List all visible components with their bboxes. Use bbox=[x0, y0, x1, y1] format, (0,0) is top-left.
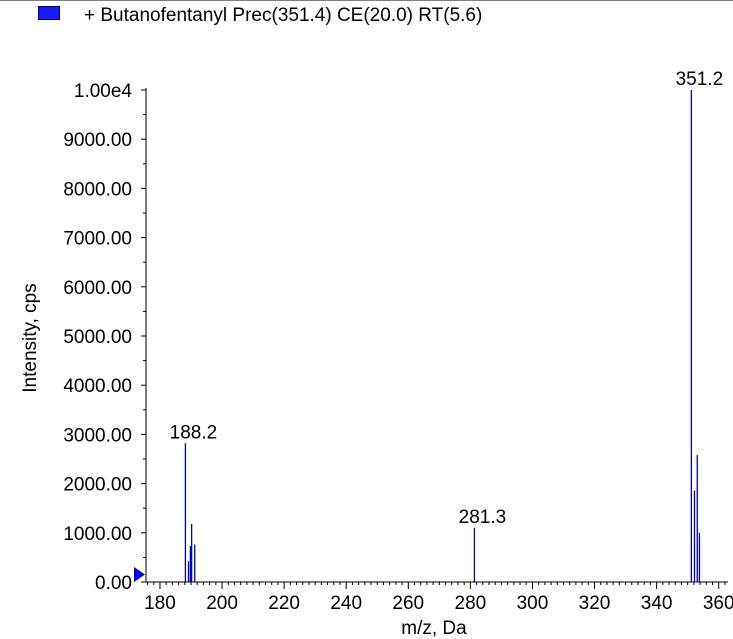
legend-label: + Butanofentanyl Prec(351.4) CE(20.0) RT… bbox=[84, 5, 483, 26]
baseline-marker-icon[interactable] bbox=[134, 567, 145, 582]
x-tick-label: 260 bbox=[392, 593, 424, 614]
y-tick-label: 6000.00 bbox=[63, 278, 132, 299]
y-tick-label: 8000.00 bbox=[63, 179, 132, 200]
x-tick-label: 280 bbox=[455, 593, 487, 614]
x-tick-label: 360 bbox=[703, 593, 733, 614]
y-tick-label: 1.00e4 bbox=[74, 81, 133, 102]
spectrum-peaks bbox=[184, 90, 701, 582]
y-tick-label: 0.00 bbox=[95, 573, 132, 594]
y-tick-label: 7000.00 bbox=[63, 229, 132, 250]
legend-swatch bbox=[38, 6, 60, 20]
x-tick-label: 220 bbox=[268, 593, 300, 614]
top-border bbox=[0, 0, 733, 1]
y-axis-title: Intensity, cps bbox=[20, 283, 41, 392]
x-tick-label: 300 bbox=[517, 593, 549, 614]
x-tick-label: 180 bbox=[144, 593, 176, 614]
y-tick-label: 4000.00 bbox=[63, 376, 132, 397]
y-axis: 0.00 1000.00 2000.00 3000.00 4000.00 5000.00 6… bbox=[63, 81, 147, 594]
peak-label: 188.2 bbox=[170, 422, 218, 443]
x-tick-label: 200 bbox=[206, 593, 238, 614]
y-tick-label: 9000.00 bbox=[63, 130, 132, 151]
peak-labels: 188.2 281.3 351.2 bbox=[170, 69, 723, 528]
y-tick-label: 2000.00 bbox=[63, 475, 132, 496]
x-tick-label: 320 bbox=[579, 593, 611, 614]
x-axis: 180 200 220 240 260 280 300 320 340 360 bbox=[144, 581, 733, 614]
y-tick-label: 3000.00 bbox=[63, 425, 132, 446]
y-tick-label: 5000.00 bbox=[63, 327, 132, 348]
x-axis-title: m/z, Da bbox=[401, 618, 467, 639]
peak-label: 351.2 bbox=[676, 69, 724, 90]
y-tick-label: 1000.00 bbox=[63, 524, 132, 545]
peak-label: 281.3 bbox=[459, 507, 507, 528]
x-tick-label: 340 bbox=[641, 593, 673, 614]
x-tick-label: 240 bbox=[330, 593, 362, 614]
